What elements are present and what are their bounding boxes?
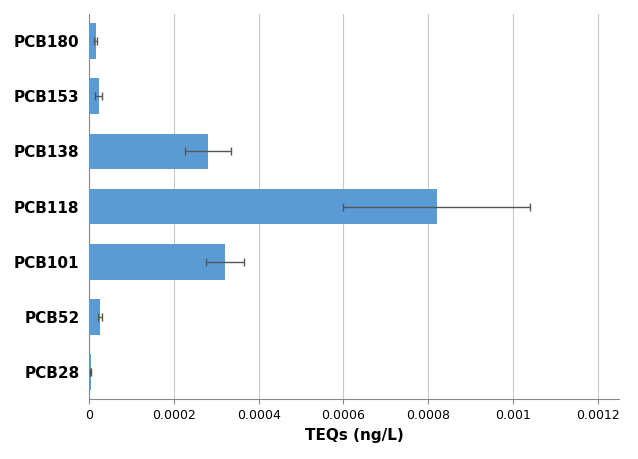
Bar: [89, 189, 436, 224]
Bar: [89, 299, 100, 335]
Bar: [89, 244, 225, 280]
Bar: [89, 23, 96, 59]
Bar: [89, 78, 99, 114]
Bar: [89, 354, 91, 390]
X-axis label: TEQs (ng/L): TEQs (ng/L): [305, 428, 403, 442]
Bar: [89, 134, 208, 169]
